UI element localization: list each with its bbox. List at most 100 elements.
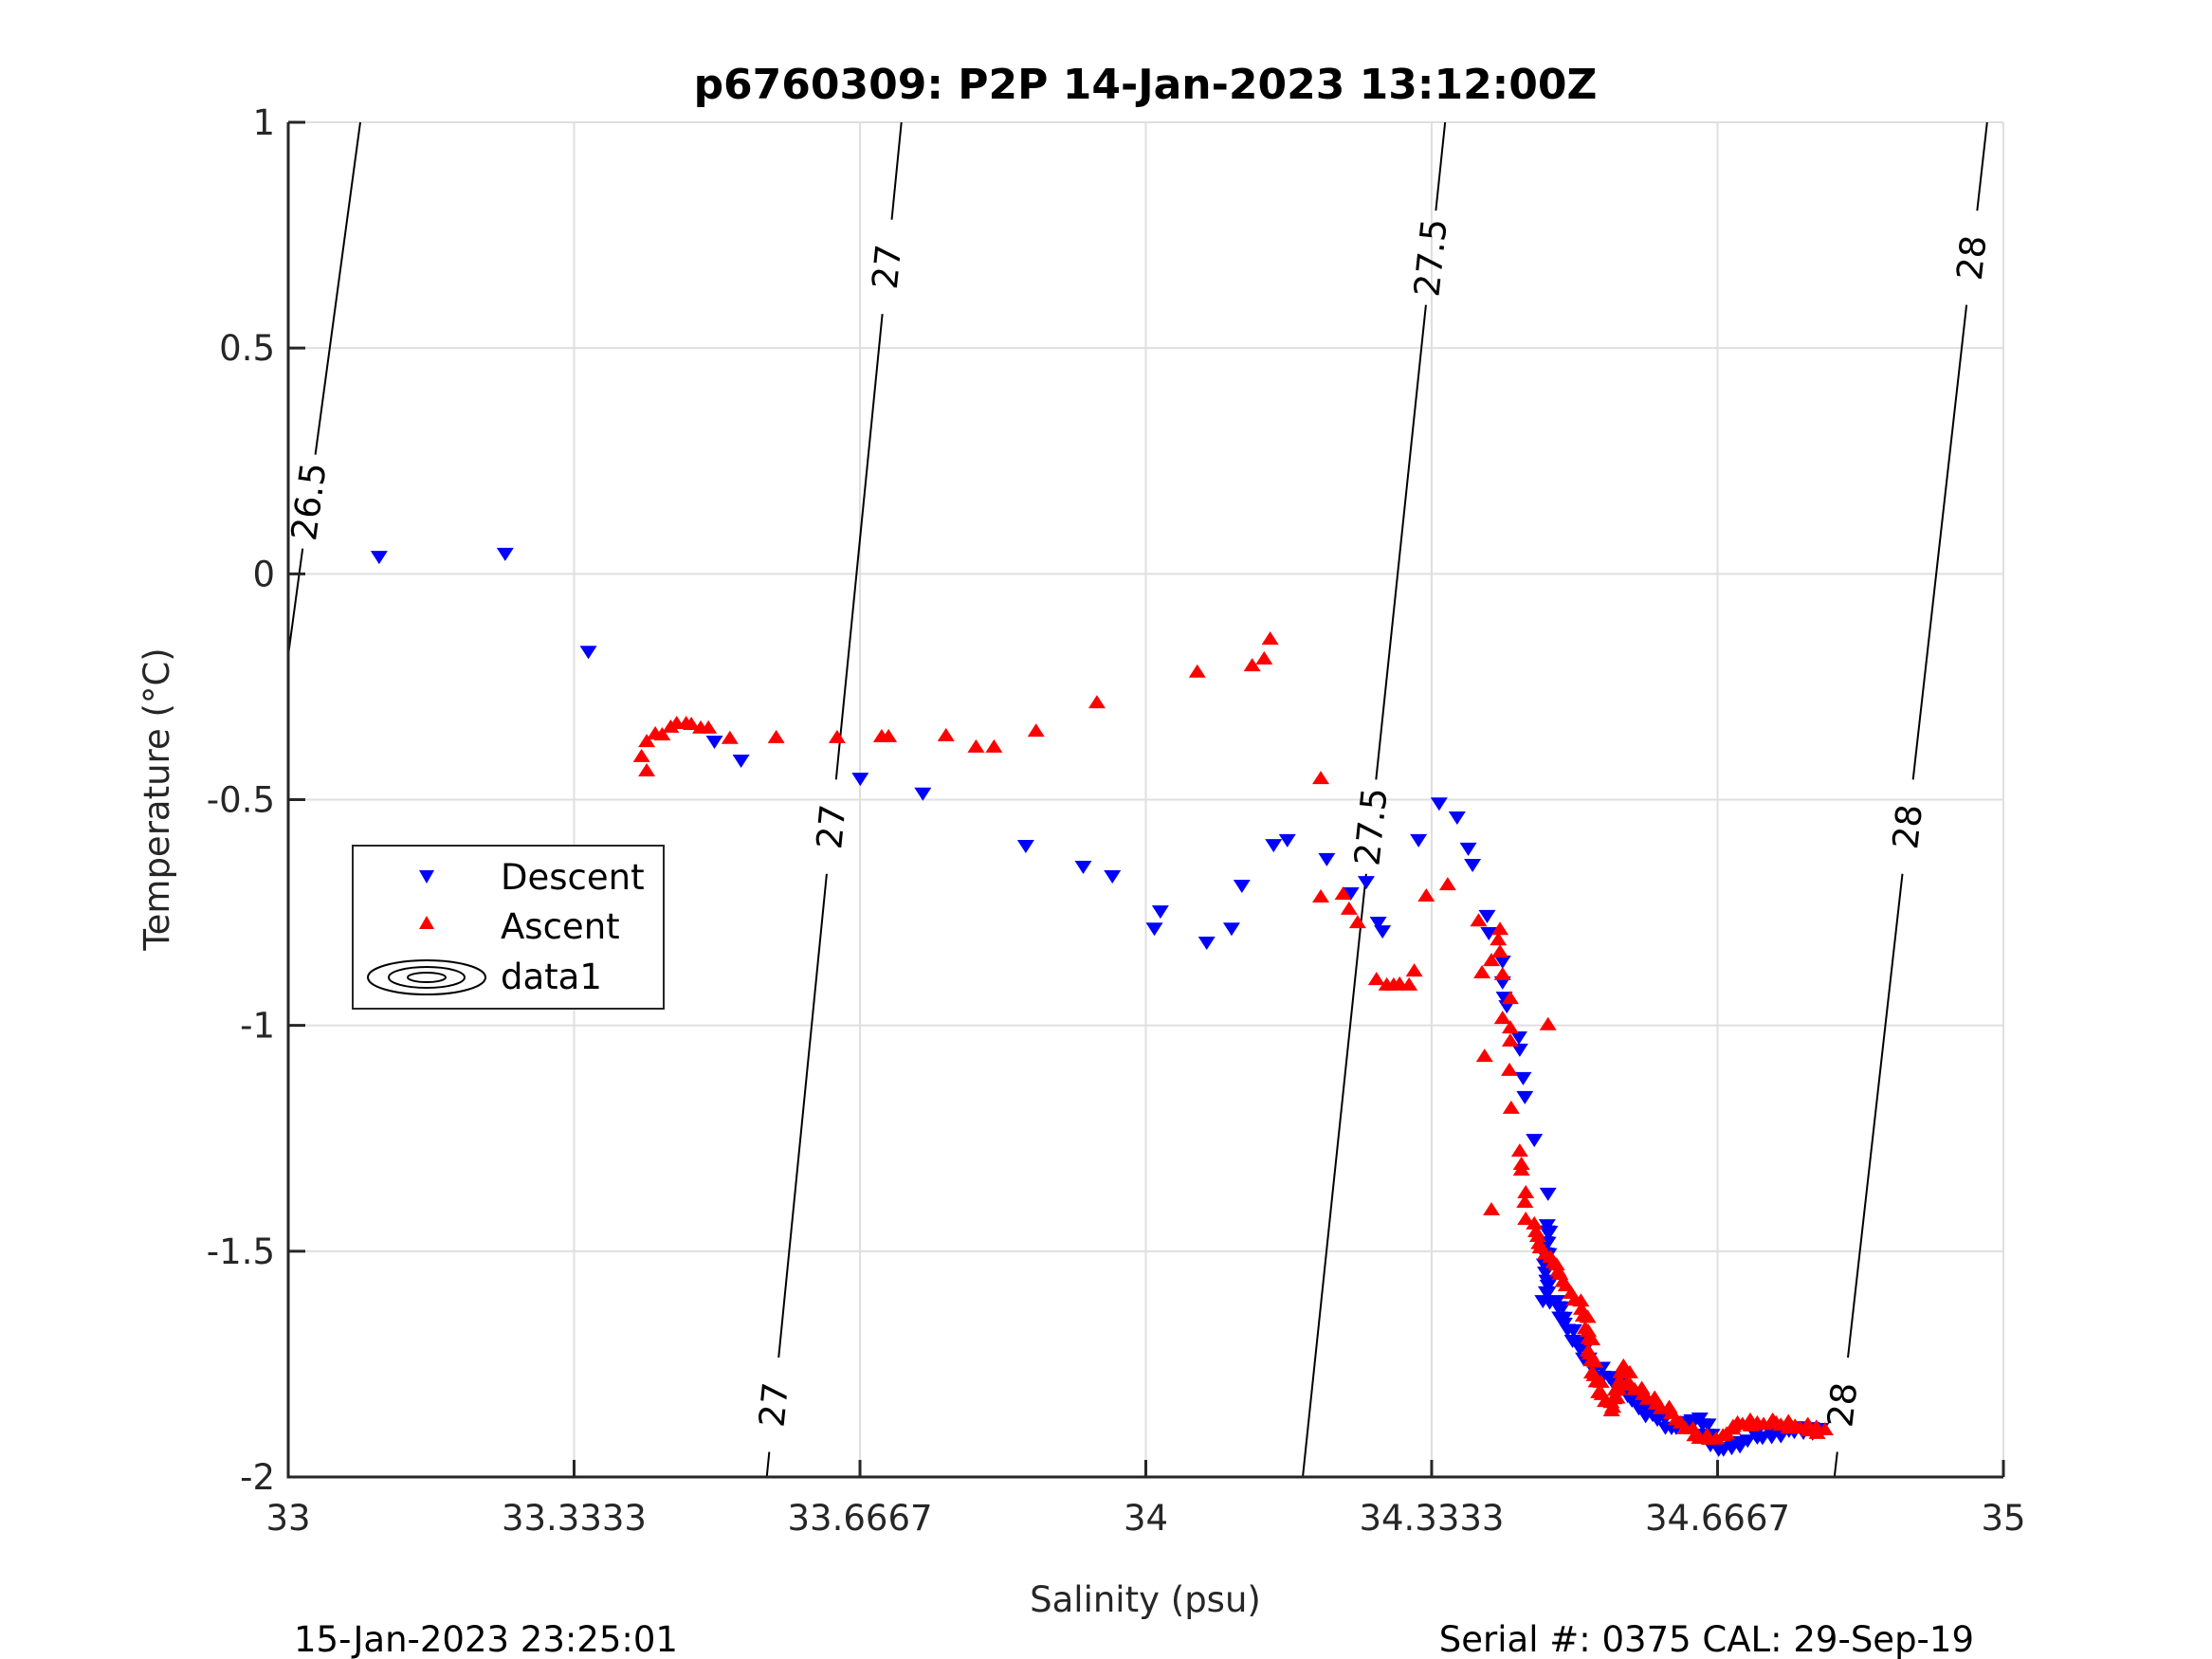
footer-timestamp: 15-Jan-2023 23:25:01 bbox=[294, 1619, 678, 1659]
series-ascent bbox=[632, 630, 1834, 1446]
descent-point bbox=[1448, 811, 1466, 826]
ascent-point-fill bbox=[1660, 1399, 1678, 1413]
descent-point bbox=[914, 787, 932, 801]
ascent-point bbox=[1493, 966, 1511, 980]
isopycnal-27: 27 27 27 bbox=[752, 121, 909, 1478]
ascent-point bbox=[1491, 921, 1509, 936]
ascent-point bbox=[1243, 658, 1261, 672]
descent-point bbox=[1374, 925, 1392, 939]
ascent-point-fill bbox=[1698, 1427, 1716, 1441]
descent-point-fill bbox=[1739, 1434, 1757, 1449]
descent-point-fill bbox=[1541, 1296, 1559, 1310]
x-tick-label: 33.3333 bbox=[502, 1498, 647, 1539]
ascent-point bbox=[1438, 877, 1456, 891]
descent-point bbox=[1074, 860, 1092, 874]
ascent-point-fill bbox=[1755, 1416, 1773, 1431]
ascent-point bbox=[1539, 1016, 1557, 1030]
ascent-point-fill bbox=[1590, 1384, 1608, 1398]
isopycnal-segment bbox=[834, 314, 884, 780]
descent-point-fill bbox=[1541, 1226, 1559, 1240]
legend-descent-label: Descent bbox=[501, 857, 645, 898]
ascent-point-fill bbox=[1780, 1413, 1798, 1428]
ascent-point-fill bbox=[1604, 1399, 1622, 1413]
ascent-point bbox=[1483, 953, 1501, 967]
ascent-point bbox=[880, 728, 898, 742]
isopycnal-segment bbox=[1302, 873, 1367, 1478]
ascent-point-fill bbox=[1646, 1390, 1664, 1404]
legend-descent-marker-icon bbox=[419, 870, 434, 884]
ascent-point-fill bbox=[1530, 1235, 1548, 1249]
descent-point bbox=[1151, 905, 1169, 920]
descent-point bbox=[579, 646, 597, 660]
descent-point-fill bbox=[1636, 1410, 1654, 1424]
isopycnal-segment bbox=[1833, 1451, 1838, 1478]
ascent-point-fill bbox=[1724, 1421, 1742, 1435]
y-tick-label: -0.5 bbox=[207, 780, 275, 821]
ascent-point bbox=[1517, 1212, 1535, 1226]
descent-point-fill bbox=[1564, 1324, 1582, 1339]
ascent-point bbox=[1473, 964, 1491, 978]
isopycnal-label: 27.5 bbox=[1346, 786, 1395, 867]
data-series bbox=[370, 547, 1834, 1457]
ascent-point bbox=[1483, 1202, 1501, 1216]
ascent-point-fill bbox=[1633, 1380, 1651, 1395]
chart-title: p6760309: P2P 14-Jan-2023 13:12:00Z bbox=[694, 61, 1598, 109]
ascent-point-fill bbox=[1606, 1382, 1624, 1396]
legend-ascent-marker-icon bbox=[419, 916, 434, 929]
ascent-point-fill bbox=[1554, 1273, 1572, 1287]
descent-point bbox=[496, 547, 514, 561]
legend-contour-icon bbox=[367, 959, 486, 995]
descent-point-fill bbox=[1731, 1440, 1749, 1454]
y-tick-label: -1.5 bbox=[207, 1231, 275, 1272]
ascent-point bbox=[1312, 888, 1330, 902]
ascent-point-fill bbox=[1583, 1332, 1601, 1346]
ascent-point bbox=[828, 729, 846, 743]
descent-point-fill bbox=[1555, 1311, 1573, 1325]
descent-point bbox=[1514, 1071, 1532, 1085]
ascent-point-fill bbox=[1618, 1375, 1636, 1389]
ascent-point-fill bbox=[1527, 1223, 1545, 1237]
descent-point bbox=[1430, 797, 1448, 811]
ascent-point bbox=[1027, 723, 1045, 738]
descent-point-fill bbox=[1538, 1274, 1556, 1288]
ascent-point bbox=[1367, 972, 1385, 986]
ascent-point bbox=[1491, 944, 1509, 958]
descent-point bbox=[1510, 1043, 1528, 1057]
descent-point bbox=[1104, 869, 1122, 884]
ascent-point bbox=[1512, 1162, 1530, 1176]
ascent-point-fill bbox=[1667, 1412, 1685, 1426]
ascent-point-fill bbox=[1536, 1246, 1554, 1260]
descent-point-fill bbox=[1699, 1418, 1717, 1432]
ascent-point bbox=[1502, 1100, 1520, 1114]
ascent-point bbox=[1405, 963, 1423, 977]
descent-point bbox=[1516, 1090, 1534, 1104]
isopycnal-label: 27 bbox=[809, 803, 853, 851]
legend-box bbox=[352, 845, 665, 1010]
ascent-point-fill bbox=[1580, 1343, 1598, 1358]
ascent-point-fill bbox=[1576, 1321, 1594, 1335]
descent-point bbox=[1464, 859, 1482, 873]
ascent-point bbox=[967, 738, 985, 753]
ascent-point bbox=[1526, 1215, 1544, 1230]
y-axis-label: Temperature (°C) bbox=[137, 647, 177, 951]
descent-point-fill bbox=[1563, 1335, 1581, 1349]
isopycnal-segment bbox=[287, 548, 304, 656]
ascent-point bbox=[683, 716, 701, 730]
ascent-point bbox=[1088, 695, 1106, 709]
ascent-point-fill bbox=[1572, 1293, 1590, 1307]
ascent-point bbox=[1348, 915, 1366, 929]
descent-point bbox=[1197, 936, 1216, 950]
descent-point bbox=[1369, 917, 1387, 931]
descent-point bbox=[1478, 909, 1496, 923]
legend: Descent Ascent data1 bbox=[352, 845, 665, 1010]
descent-point bbox=[1509, 1031, 1527, 1046]
isopycnal-segment bbox=[777, 873, 828, 1358]
ascent-point bbox=[653, 726, 671, 740]
ascent-point bbox=[1334, 886, 1352, 901]
descent-point bbox=[1222, 922, 1240, 937]
descent-point bbox=[1318, 852, 1336, 866]
descent-point bbox=[370, 551, 388, 565]
legend-entry-descent: Descent bbox=[419, 857, 645, 898]
